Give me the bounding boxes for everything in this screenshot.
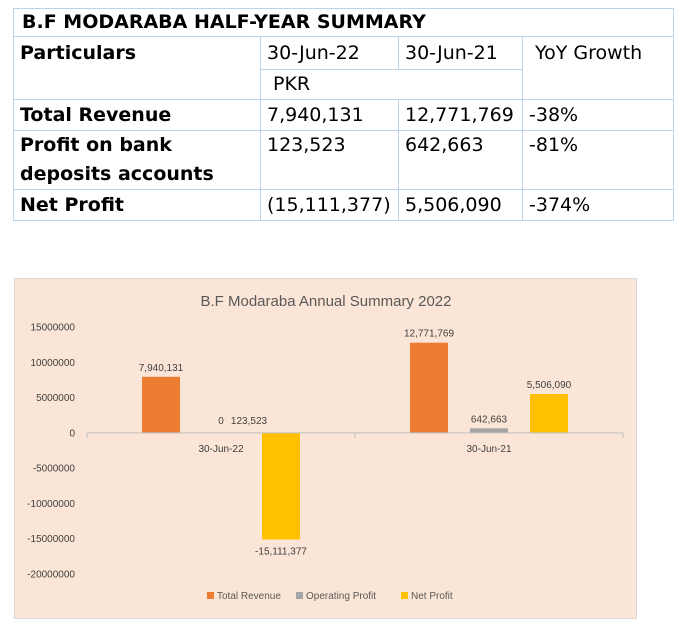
y-axis: 15000000 10000000 5000000 0 -5000000 -1000000… xyxy=(27,323,75,581)
unit-row-blank xyxy=(13,69,261,100)
bars: 7,940,131 12,771,769 0 642,663 -15,111,377 5,… xyxy=(139,329,572,558)
data-label: 123,523 xyxy=(231,416,268,427)
row-value-2021: 12,771,769 xyxy=(398,99,523,131)
particulars-header: Particulars xyxy=(13,36,261,70)
x-axis: 30-Jun-22 30-Jun-21 xyxy=(86,432,624,455)
x-tick-label: 30-Jun-22 xyxy=(198,444,243,455)
row-yoy: -81% xyxy=(522,130,674,190)
row-label: Profit on bank deposits accounts xyxy=(13,130,261,190)
table-title-row: B.F MODARABA HALF-YEAR SUMMARY xyxy=(13,8,674,37)
row-label-line-2: deposits accounts xyxy=(20,163,214,185)
row-yoy: -38% xyxy=(522,99,674,131)
y-tick-label: 5000000 xyxy=(36,393,75,404)
bar-net-profit xyxy=(530,393,568,433)
bar-net-profit xyxy=(262,432,300,540)
y-tick-label: -10000000 xyxy=(27,499,75,510)
x-tick-label: 30-Jun-21 xyxy=(466,444,511,455)
row-value-2022: 7,940,131 xyxy=(260,99,399,131)
row-label: Total Revenue xyxy=(13,99,261,131)
yoy-header: YoY Growth xyxy=(522,36,674,100)
y-tick-label: 0 xyxy=(69,428,75,439)
data-label: 7,940,131 xyxy=(139,363,184,374)
legend-swatch xyxy=(207,592,214,599)
chart-panel: B.F Modaraba Annual Summary 2022 1500000… xyxy=(14,278,637,619)
chart-title: B.F Modaraba Annual Summary 2022 xyxy=(201,293,452,310)
legend-swatch xyxy=(401,592,408,599)
data-label: 0 xyxy=(218,416,224,427)
row-value-2021: 5,506,090 xyxy=(398,189,523,221)
data-label: 12,771,769 xyxy=(404,329,454,340)
unit-label: PKR xyxy=(260,69,523,100)
y-tick-label: -5000000 xyxy=(33,464,76,475)
table-row: Net Profit (15,111,377) 5,506,090 -374% xyxy=(13,189,674,221)
data-label: 642,663 xyxy=(471,414,508,425)
col-header-2022: 30-Jun-22 xyxy=(260,36,399,70)
col-header-2021: 30-Jun-21 xyxy=(398,36,523,70)
table-header-row: Particulars 30-Jun-22 30-Jun-21 YoY Grow… xyxy=(13,36,674,100)
row-value-2021: 642,663 xyxy=(398,130,523,190)
bar-total-revenue xyxy=(410,342,448,433)
row-label-line-1: Profit on bank xyxy=(20,134,172,156)
row-yoy: -374% xyxy=(522,189,674,221)
bar-total-revenue xyxy=(142,376,180,433)
legend-label: Net Profit xyxy=(411,591,453,602)
bar-chart: B.F Modaraba Annual Summary 2022 1500000… xyxy=(27,293,624,602)
row-label: Net Profit xyxy=(13,189,261,221)
y-tick-label: -20000000 xyxy=(27,570,75,581)
table-title: B.F MODARABA HALF-YEAR SUMMARY xyxy=(13,8,674,37)
row-value-2022: 123,523 xyxy=(260,130,399,190)
legend: Total Revenue Operating Profit Net Profit xyxy=(207,591,453,602)
table-row: Profit on bank deposits accounts 123,523… xyxy=(13,130,674,190)
row-value-2022: (15,111,377) xyxy=(260,189,399,221)
y-tick-label: 10000000 xyxy=(31,358,76,369)
data-label: -15,111,377 xyxy=(255,547,307,558)
table-row: Total Revenue 7,940,131 12,771,769 -38% xyxy=(13,99,674,131)
y-tick-label: -15000000 xyxy=(27,534,75,545)
bar-operating-profit xyxy=(470,428,508,433)
unit-row: PKR xyxy=(13,69,674,100)
legend-label: Total Revenue xyxy=(217,591,281,602)
y-tick-label: 15000000 xyxy=(31,323,76,334)
legend-swatch xyxy=(296,592,303,599)
legend-label: Operating Profit xyxy=(306,591,376,602)
data-label: 5,506,090 xyxy=(527,380,572,391)
summary-table: B.F MODARABA HALF-YEAR SUMMARY Particula… xyxy=(13,8,674,221)
